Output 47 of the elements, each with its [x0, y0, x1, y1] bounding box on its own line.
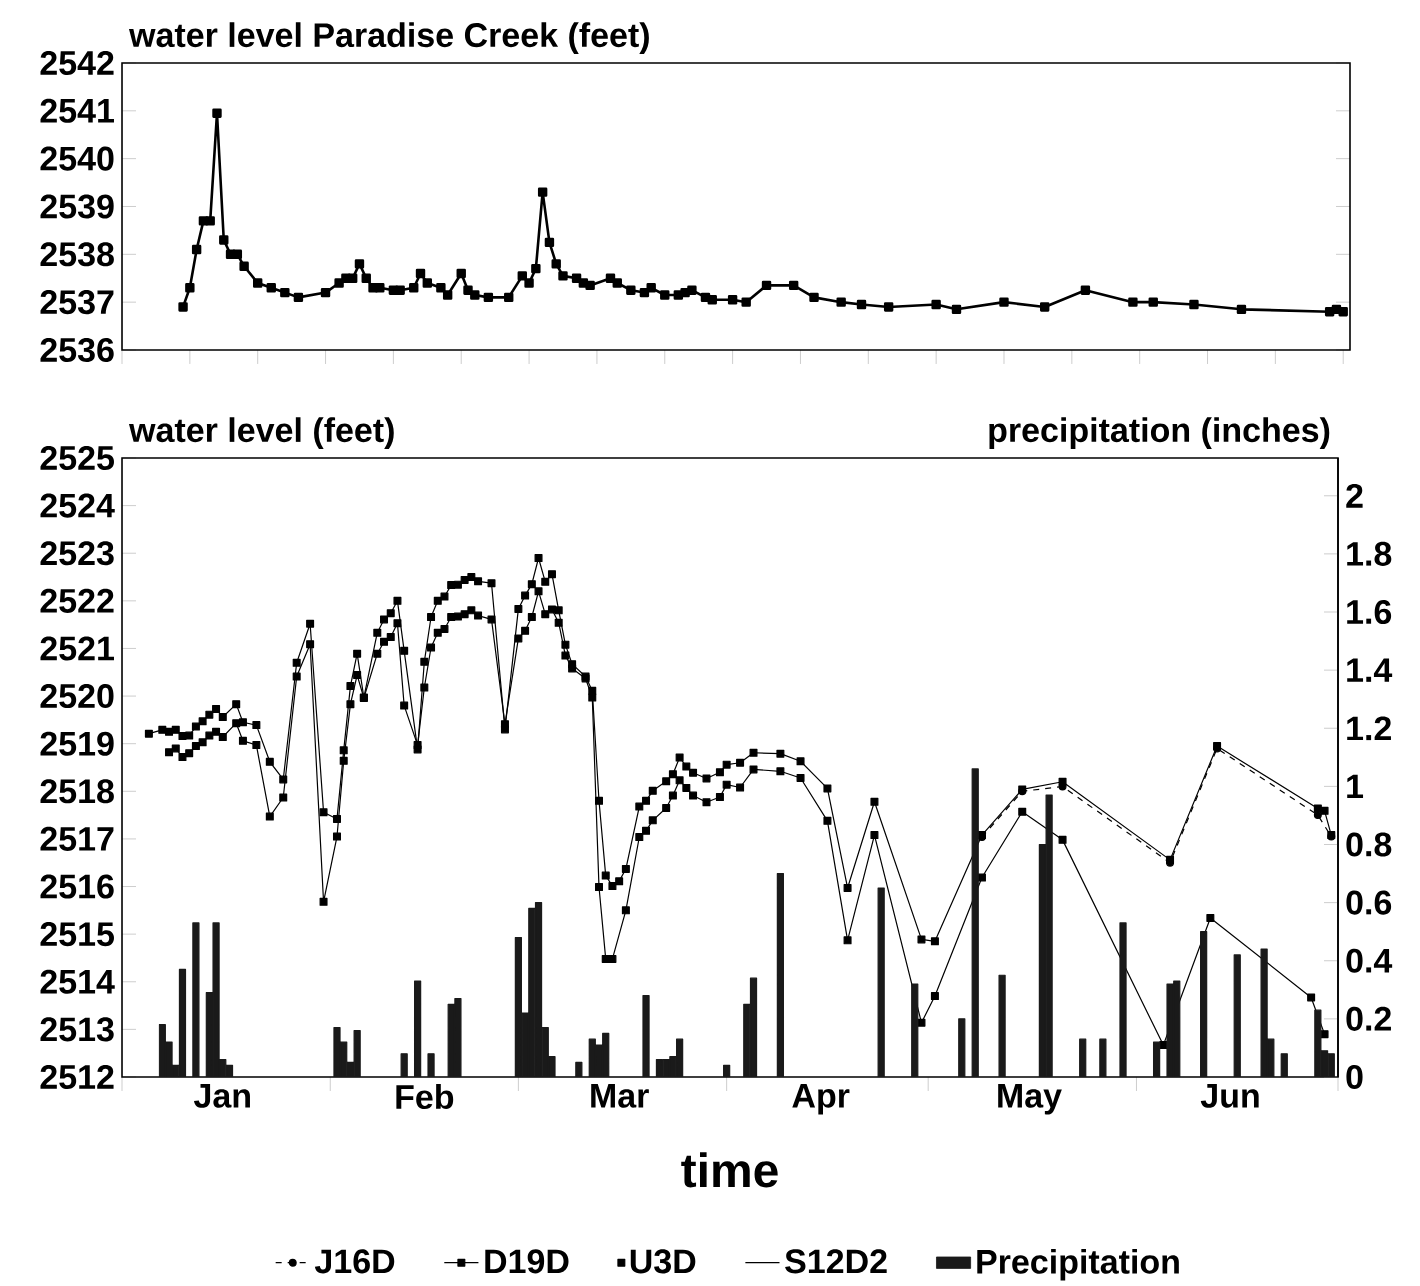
legend-label: U3D: [630, 1249, 696, 1274]
x-tick-label: Feb: [396, 1084, 454, 1110]
y-tick-label: 2520: [40, 684, 114, 709]
y2-tick-label: 0.6: [1346, 890, 1392, 915]
y-tick-label: 2538: [40, 242, 114, 267]
y-tick-label: 2517: [40, 826, 114, 851]
x-axis-title: time: [681, 1152, 778, 1188]
x-tick-label: Jan: [193, 1084, 250, 1108]
y2-tick-label: 2: [1346, 483, 1363, 508]
y-axis-title: water level Paradise Creek (feet): [128, 22, 649, 54]
y2-tick-label: 0: [1346, 1064, 1363, 1090]
y-tick-label: 2514: [40, 969, 115, 994]
y-tick-label: 2521: [40, 636, 114, 661]
y-tick-label: 2539: [40, 194, 114, 219]
y2-tick-label: 1.6: [1347, 599, 1392, 625]
y-tick-label: 2525: [40, 445, 114, 471]
y2-tick-label: 0.4: [1346, 948, 1393, 973]
y-tick-label: 2518: [40, 779, 114, 804]
y-tick-label: 2537: [40, 290, 114, 315]
y-tick-label: 2513: [40, 1017, 114, 1042]
legend-label: Precipitation: [977, 1248, 1179, 1281]
y-tick-label: 2515: [40, 922, 114, 947]
y2-tick-label: 1.4: [1347, 658, 1393, 682]
y-tick-label: 2516: [40, 874, 114, 899]
x-tick-label: Apr: [792, 1084, 850, 1115]
y-tick-label: 2523: [40, 541, 114, 566]
y-tick-label: 2524: [40, 493, 115, 518]
x-tick-label: Mar: [591, 1084, 649, 1108]
y-tick-label: 2540: [40, 146, 114, 171]
y-axis-title: water level (feet): [128, 417, 394, 449]
y2-tick-label: 0.2: [1346, 1006, 1391, 1031]
y-tick-label: 2522: [40, 588, 114, 613]
legend-label: D19D: [485, 1249, 569, 1274]
legend-label: J16D: [314, 1249, 395, 1274]
x-tick-label: May: [998, 1084, 1062, 1115]
legend-label: S12D2: [785, 1249, 887, 1274]
y2-tick-label: 1.8: [1347, 541, 1392, 566]
y2-tick-label: 1.2: [1347, 716, 1391, 741]
y-tick-label: 2536: [40, 337, 114, 363]
y-tick-label: 2512: [40, 1064, 114, 1090]
y-tick-label: 2519: [40, 731, 114, 756]
x-tick-label: Jun: [1200, 1084, 1259, 1108]
y-tick-label: 2541: [40, 98, 114, 123]
y2-tick-label: 1: [1347, 774, 1364, 799]
y2-tick-label: 0.8: [1346, 832, 1392, 857]
y2-axis-title: precipitation (inches): [989, 417, 1330, 449]
y-tick-label: 2542: [40, 50, 114, 76]
